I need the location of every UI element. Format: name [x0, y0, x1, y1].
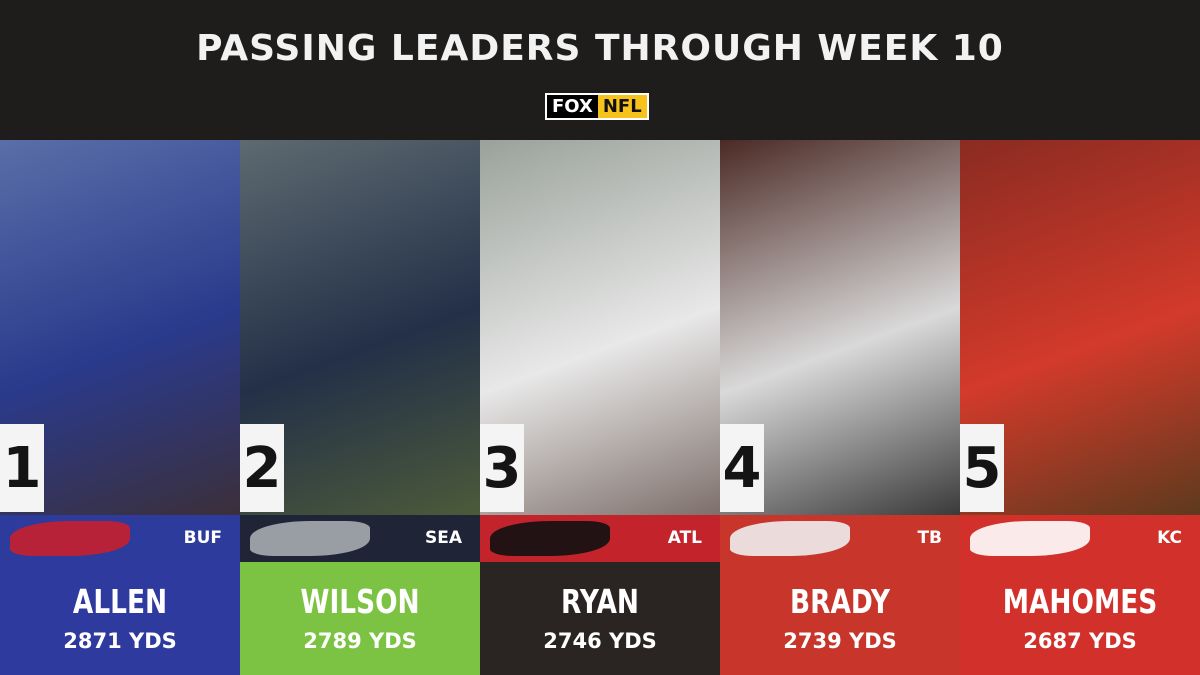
rank-badge: 3 [480, 424, 524, 512]
player-name: WILSON [300, 582, 420, 621]
player-name: BRADY [790, 582, 890, 621]
passing-yards: 2746 YDS [543, 629, 657, 653]
name-panel: ALLEN 2871 YDS [0, 562, 240, 675]
team-strip: TB [720, 515, 960, 562]
title: PASSING LEADERS THROUGH WEEK 10 [196, 28, 1004, 69]
name-panel: WILSON 2789 YDS [240, 562, 480, 675]
passing-yards: 2789 YDS [303, 629, 417, 653]
passing-yards: 2871 YDS [63, 629, 177, 653]
logo: FOX NFL [545, 93, 649, 120]
team-abbr: SEA [424, 528, 462, 548]
player-card: 4 TB BRADY 2739 YDS [720, 140, 960, 675]
passing-yards: 2687 YDS [1023, 629, 1137, 653]
team-strip: SEA [240, 515, 480, 562]
team-abbr: KC [1157, 528, 1182, 548]
name-panel: BRADY 2739 YDS [720, 562, 960, 675]
name-panel: MAHOMES 2687 YDS [960, 562, 1200, 675]
team-logo [10, 521, 130, 556]
logo-fox: FOX [547, 95, 598, 118]
player-card: 1 BUF ALLEN 2871 YDS [0, 140, 240, 675]
team-logo [250, 521, 370, 556]
player-name: RYAN [560, 582, 639, 621]
rank-badge: 1 [0, 424, 44, 512]
player-card: 5 KC MAHOMES 2687 YDS [960, 140, 1200, 675]
team-abbr: BUF [183, 528, 222, 548]
name-panel: RYAN 2746 YDS [480, 562, 720, 675]
player-card: 2 SEA WILSON 2789 YDS [240, 140, 480, 675]
rank-badge: 2 [240, 424, 284, 512]
team-abbr: ATL [667, 528, 702, 548]
rank-badge: 4 [720, 424, 764, 512]
team-abbr: TB [917, 528, 942, 548]
team-strip: ATL [480, 515, 720, 562]
player-name: ALLEN [72, 582, 168, 621]
team-logo [730, 521, 850, 556]
player-card: 3 ATL RYAN 2746 YDS [480, 140, 720, 675]
team-strip: BUF [0, 515, 240, 562]
team-logo [490, 521, 610, 556]
player-name: MAHOMES [1002, 582, 1158, 621]
logo-nfl: NFL [597, 95, 647, 118]
team-strip: KC [960, 515, 1200, 562]
passing-yards: 2739 YDS [783, 629, 897, 653]
team-logo [970, 521, 1090, 556]
rank-badge: 5 [960, 424, 1004, 512]
